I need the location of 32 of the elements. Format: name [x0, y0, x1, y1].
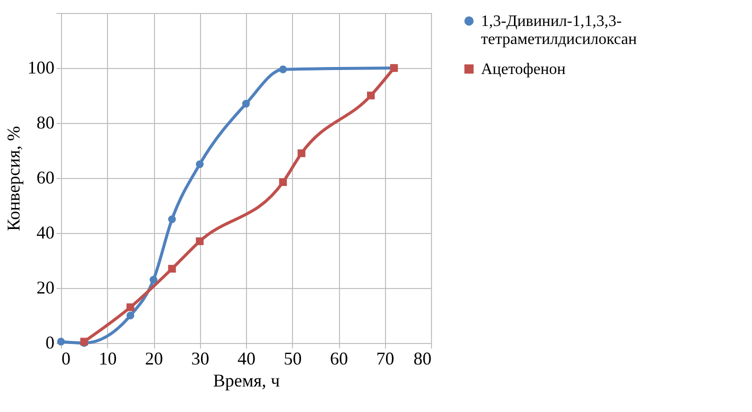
point: [242, 100, 250, 108]
y-tick-label: 20: [36, 278, 54, 298]
point: [196, 237, 204, 246]
y-tick-label: 40: [36, 222, 54, 242]
x-tick-label: 20: [145, 348, 163, 368]
point: [196, 160, 204, 168]
point: [126, 312, 134, 320]
point: [367, 92, 375, 100]
x-tick-label: 30: [191, 348, 210, 368]
x-tick-label: 70: [376, 348, 394, 368]
point: [126, 303, 134, 312]
y-axis-title: Конверсия, %: [4, 126, 24, 232]
y-tick-label: 80: [36, 112, 54, 132]
x-tick-label: 60: [330, 348, 348, 368]
x-tick-label: 50: [284, 348, 302, 368]
legend-label: 1,3-Дивинил-1,1,3,3-тетраметилдисилоксан: [481, 13, 638, 48]
y-tick-label: 60: [36, 168, 54, 188]
y-tick-label: 0: [46, 332, 54, 352]
x-tick-label: 10: [98, 348, 117, 368]
point: [168, 215, 176, 224]
x-axis-title: Время, ч: [213, 370, 280, 390]
point: [168, 264, 176, 273]
point: [279, 178, 287, 186]
point: [279, 66, 287, 74]
point: [57, 338, 65, 346]
point: [298, 149, 306, 158]
y-tick-label: 100: [28, 58, 54, 78]
x-tick-label: 40: [238, 348, 256, 368]
point: [150, 276, 158, 284]
legend-label: Ацетофенон: [481, 61, 566, 78]
x-tick-label: 0: [62, 348, 70, 368]
x-tick-label: 80: [414, 348, 432, 368]
